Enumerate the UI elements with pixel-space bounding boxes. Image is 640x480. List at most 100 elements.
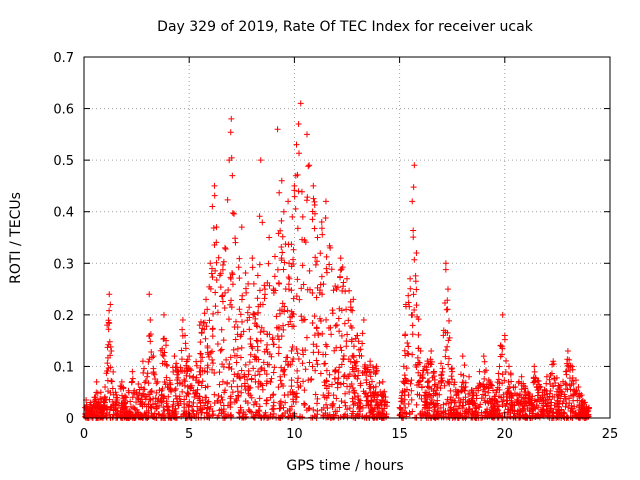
data-point: [105, 388, 112, 395]
data-point: [269, 392, 276, 399]
data-point: [278, 177, 285, 184]
data-point: [159, 360, 166, 367]
data-point: [202, 384, 209, 391]
data-point: [318, 406, 325, 413]
data-point: [415, 381, 422, 388]
data-point: [299, 347, 306, 354]
data-point: [337, 381, 344, 388]
data-point: [441, 382, 448, 389]
data-point: [288, 241, 295, 248]
data-point: [230, 377, 237, 384]
data-point: [272, 287, 279, 294]
data-point: [518, 373, 525, 380]
data-point: [289, 323, 296, 330]
data-point: [183, 358, 190, 365]
data-point: [351, 368, 358, 375]
data-point: [233, 359, 240, 366]
data-point: [323, 394, 330, 401]
data-point: [346, 287, 353, 294]
data-point: [578, 405, 585, 412]
data-point: [246, 326, 253, 333]
data-point: [217, 284, 224, 291]
data-point: [225, 316, 232, 323]
data-point: [207, 349, 214, 356]
data-point: [424, 358, 431, 365]
data-point: [199, 378, 206, 385]
data-point: [450, 405, 457, 412]
data-point: [210, 225, 217, 232]
data-point: [295, 356, 302, 363]
data-point: [473, 405, 480, 412]
data-point: [285, 281, 292, 288]
data-point: [435, 414, 442, 421]
data-point: [87, 401, 94, 408]
data-point: [121, 394, 128, 401]
data-point: [554, 400, 561, 407]
data-point: [228, 366, 235, 373]
data-point: [527, 402, 534, 409]
data-point: [254, 323, 261, 330]
data-point: [322, 198, 329, 205]
data-point: [435, 408, 442, 415]
data-point: [294, 171, 301, 178]
data-point: [355, 346, 362, 353]
data-point: [521, 413, 528, 420]
data-point: [574, 397, 581, 404]
x-tick-label: 5: [185, 427, 193, 442]
data-point: [201, 368, 208, 375]
data-point: [261, 348, 268, 355]
y-tick-label: 0.1: [53, 360, 74, 375]
data-point: [409, 198, 416, 205]
data-point: [450, 406, 457, 413]
data-point: [504, 397, 511, 404]
data-point: [174, 364, 181, 371]
data-point: [275, 324, 282, 331]
data-point: [338, 347, 345, 354]
data-point: [220, 258, 227, 265]
data-point: [423, 366, 430, 373]
data-point: [222, 387, 229, 394]
data-point: [563, 381, 570, 388]
data-point: [344, 275, 350, 282]
x-tick-label: 0: [80, 427, 88, 442]
data-point: [332, 367, 339, 374]
data-point: [256, 371, 263, 378]
data-point: [163, 361, 170, 368]
data-point: [219, 378, 226, 385]
data-point: [547, 387, 554, 394]
data-point: [531, 363, 538, 370]
data-point: [204, 364, 211, 371]
data-point: [133, 411, 140, 418]
data-point: [285, 413, 292, 420]
data-point: [543, 373, 550, 380]
data-point: [449, 397, 456, 404]
data-point: [299, 414, 306, 421]
data-point: [110, 368, 117, 375]
data-point: [209, 325, 216, 332]
data-point: [408, 312, 415, 319]
data-point: [206, 406, 213, 413]
data-point: [165, 393, 172, 400]
data-point: [322, 382, 329, 389]
data-point: [317, 281, 324, 288]
data-point: [138, 384, 145, 391]
data-point: [405, 391, 412, 398]
data-point: [106, 320, 113, 327]
data-point: [294, 379, 301, 386]
data-point: [276, 336, 283, 343]
data-point: [330, 392, 337, 399]
data-point: [485, 389, 492, 396]
data-point: [484, 398, 491, 405]
data-point: [408, 396, 415, 403]
chart-title: Day 329 of 2019, Rate Of TEC Index for r…: [157, 19, 534, 35]
data-point: [204, 343, 211, 350]
data-point: [320, 413, 327, 420]
data-point: [503, 393, 510, 400]
data-point: [405, 400, 412, 407]
data-point: [218, 293, 225, 300]
data-point: [199, 354, 206, 361]
data-point: [366, 369, 373, 376]
data-point: [518, 386, 525, 393]
data-point: [311, 225, 318, 232]
